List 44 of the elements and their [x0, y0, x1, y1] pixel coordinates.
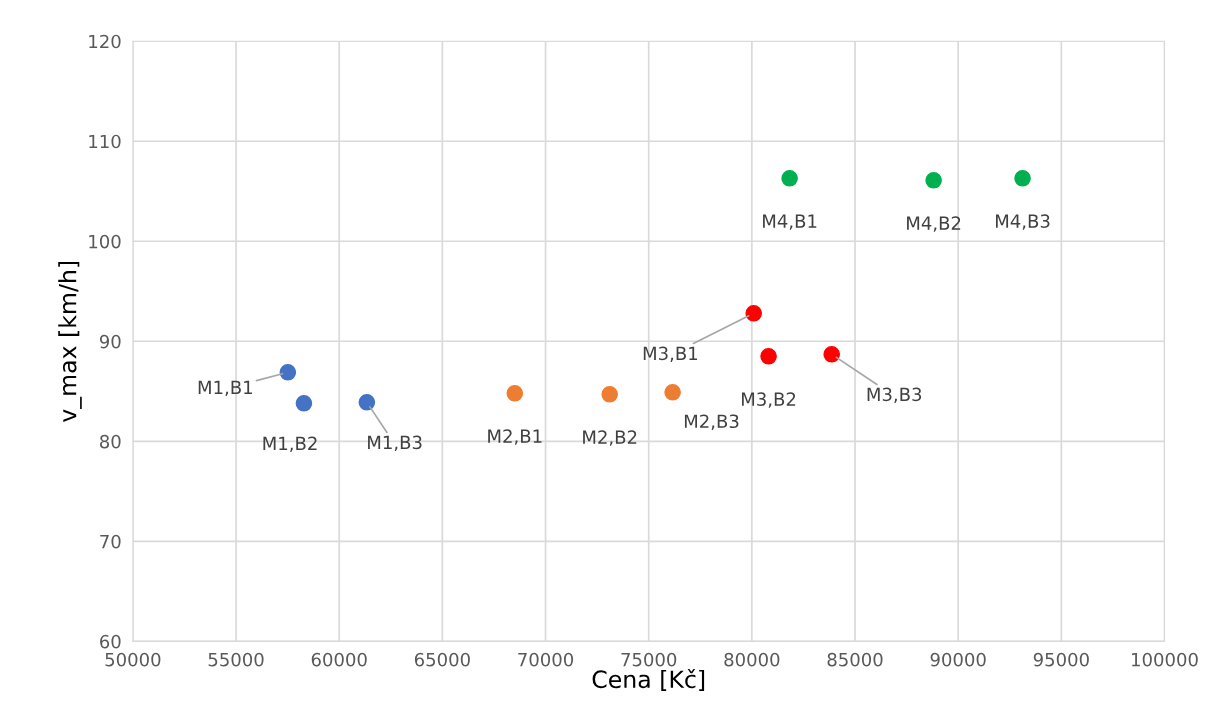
point [823, 345, 841, 363]
y-axis-title: v_max [km/h] [58, 261, 82, 422]
point [506, 384, 524, 402]
data-label: M4,B2 [907, 216, 961, 232]
data-label: M2,B1 [488, 429, 542, 445]
point [760, 347, 777, 365]
point [601, 385, 619, 403]
x-tick-label: 90000 [930, 652, 986, 667]
y-tick-label: 60 [100, 634, 121, 649]
point [745, 304, 763, 322]
point [358, 393, 376, 411]
x-axis-title: Cena [Kč] [592, 668, 705, 691]
y-tick-label: 80 [100, 434, 121, 449]
x-tick-label: 100000 [1132, 652, 1198, 667]
x-tick-label: 80000 [724, 652, 780, 667]
x-tick-label: 70000 [518, 652, 574, 667]
y-tick-label: 120 [89, 34, 121, 49]
point [1014, 169, 1031, 187]
x-tick-label: 65000 [414, 652, 470, 667]
data-label: M1,B3 [368, 435, 422, 452]
point [279, 363, 297, 381]
point [781, 169, 798, 187]
data-label: M1,B1 [198, 380, 252, 397]
y-tick-label: 70 [100, 534, 121, 549]
data-label: M3,B3 [867, 387, 922, 404]
point [925, 171, 942, 189]
data-label: M4,B1 [763, 214, 817, 230]
x-tick-label: 95000 [1033, 652, 1089, 667]
x-tick-label: 55000 [208, 652, 264, 667]
data-label: M3,B2 [742, 392, 796, 408]
y-tick-label: 100 [89, 234, 121, 249]
data-label: M2,B3 [684, 414, 739, 430]
y-tick-label: 110 [89, 134, 121, 149]
data-label: M4,B3 [995, 214, 1050, 230]
x-tick-label: 75000 [621, 652, 677, 667]
point [664, 383, 681, 401]
point [295, 394, 313, 412]
data-label: M2,B2 [583, 430, 637, 446]
data-label: M3,B1 [643, 346, 698, 363]
x-tick-label: 50000 [105, 652, 161, 667]
data-label: M1,B2 [263, 436, 317, 453]
x-tick-label: 85000 [827, 652, 883, 667]
x-tick-label: 60000 [311, 652, 367, 667]
y-tick-label: 90 [99, 334, 121, 349]
